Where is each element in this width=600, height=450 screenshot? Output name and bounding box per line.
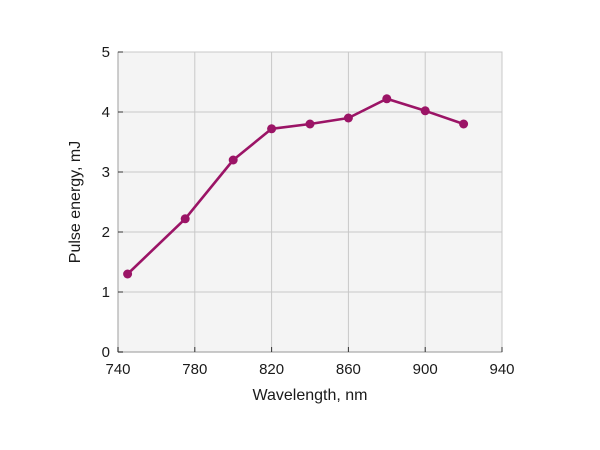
y-axis-ticks: 0 1 2 3 4 5: [102, 44, 123, 361]
x-tick-label: 940: [489, 361, 514, 378]
data-series: [123, 94, 469, 279]
data-point: [420, 106, 430, 116]
plot-frame: [117, 51, 503, 353]
x-tick-label: 860: [336, 361, 361, 378]
plot-area: [118, 52, 502, 352]
x-axis-label: Wavelength, nm: [252, 387, 367, 404]
x-tick-label: 820: [259, 361, 284, 378]
data-point: [123, 269, 133, 279]
data-point: [267, 124, 277, 134]
data-point: [228, 155, 238, 165]
y-tick-label: 1: [102, 284, 110, 301]
data-point: [180, 214, 190, 224]
y-tick-label: 3: [102, 164, 110, 181]
data-point: [382, 94, 392, 104]
data-point: [305, 119, 315, 129]
x-tick-label: 780: [182, 361, 207, 378]
x-tick-label: 740: [105, 361, 130, 378]
data-point: [343, 113, 353, 123]
y-tick-label: 4: [102, 104, 110, 121]
y-axis-label: Pulse energy, mJ: [67, 141, 84, 263]
x-axis-ticks: 740 780 820 860 900 940: [105, 347, 515, 378]
x-tick-label: 900: [413, 361, 438, 378]
y-tick-label: 5: [102, 44, 110, 61]
y-tick-label: 2: [102, 224, 110, 241]
data-point: [459, 119, 469, 129]
y-tick-label: 0: [102, 344, 110, 361]
